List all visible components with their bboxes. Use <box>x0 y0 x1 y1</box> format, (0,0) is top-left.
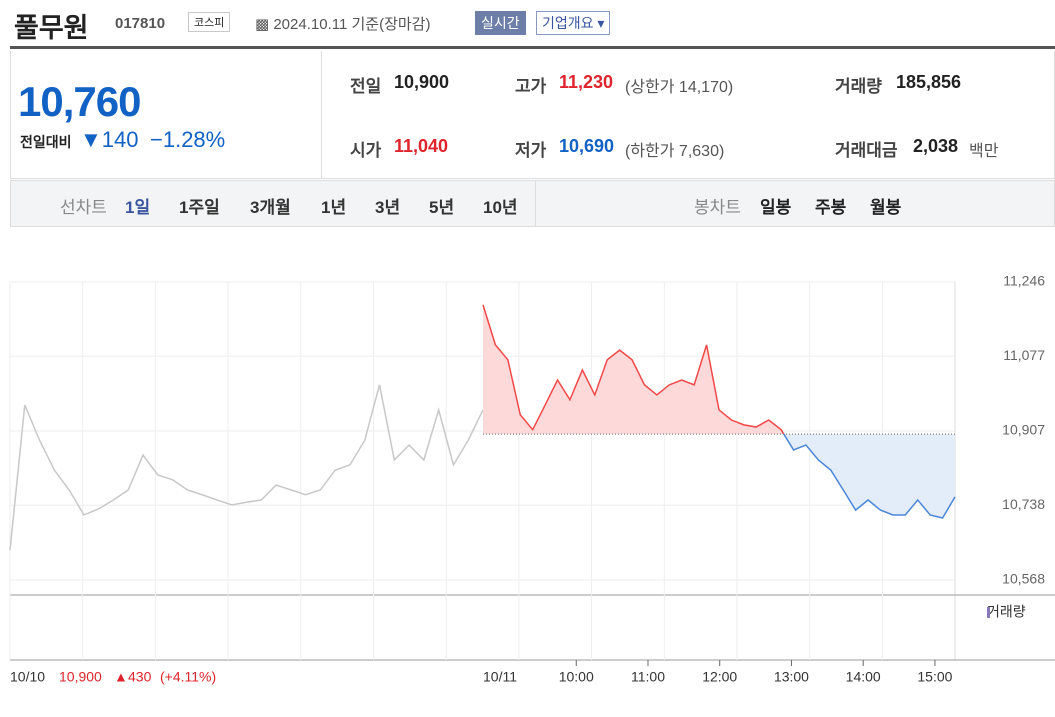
x-tick-label: 11:00 <box>631 669 665 685</box>
item-label: 저가 <box>515 141 547 160</box>
x-tick-label: 13:00 <box>774 669 809 685</box>
price-line <box>482 304 956 519</box>
price: 10,760 <box>18 78 141 125</box>
tab[interactable]: 1일 <box>125 198 151 217</box>
y-tick-label: 11,077 <box>1003 347 1045 363</box>
overview-text: 기업개요 <box>542 15 594 31</box>
change-value: 140 <box>101 127 139 152</box>
overview-button[interactable]: 기업개요 ▾ <box>536 11 611 35</box>
y-tick-label: 10,568 <box>1002 571 1045 587</box>
item-label: 전일 <box>350 77 382 96</box>
item-value: 185,856 <box>896 72 962 92</box>
tab[interactable]: 1주일 <box>179 198 220 217</box>
item-label: 시가 <box>350 141 382 160</box>
tab[interactable]: 10년 <box>483 198 518 217</box>
volume-legend: 거래량 <box>987 604 1026 620</box>
prev-arrow: ▲ <box>114 669 128 685</box>
date: ▩ 2024.10.11 기준(장마감) <box>255 16 431 33</box>
frame <box>9 281 956 661</box>
market: 코스피 <box>188 12 231 32</box>
tab-group-label: 선차트 <box>60 198 107 217</box>
tab-bar <box>10 180 1055 227</box>
y-tick-label: 10,738 <box>1002 496 1045 512</box>
area <box>483 304 955 519</box>
x-tick-label: 15:00 <box>917 669 952 685</box>
item-value: 2,038 <box>913 136 959 156</box>
tab[interactable]: 월봉 <box>870 198 902 217</box>
stock-code: 017810 <box>115 15 166 32</box>
tab[interactable]: 1년 <box>321 198 347 217</box>
prev-change: 430 <box>128 669 152 685</box>
y-tick-label: 11,246 <box>1003 273 1045 289</box>
x-tick-label: 12:00 <box>702 669 737 685</box>
item-value: 11,230 <box>559 72 614 92</box>
item-label: 거래대금 <box>835 141 898 160</box>
change-pct: −1.28% <box>150 127 226 152</box>
realtime-button[interactable]: 실시간 <box>475 11 526 35</box>
change: ▼140 <box>80 127 139 152</box>
prev-close: 10,900 <box>59 669 102 685</box>
y-tick-label: 10,907 <box>1002 422 1045 438</box>
tab-sep <box>535 181 536 226</box>
item-note: 백만 <box>969 143 999 160</box>
today-label: 10/11 <box>483 669 517 685</box>
divider <box>10 46 1055 49</box>
date-text: 2024.10.11 기준(장마감) <box>273 16 431 33</box>
item-value: 11,040 <box>394 136 449 156</box>
price-line <box>9 384 484 551</box>
prev-pct: (+4.11%) <box>160 669 216 685</box>
item-label: 고가 <box>515 77 547 96</box>
item-note: (하한가 7,630) <box>625 143 725 160</box>
item-note: (상한가 14,170) <box>625 79 734 96</box>
prev-day-label: 10/10 <box>10 669 45 685</box>
stock-name: 풀무원 <box>14 13 89 43</box>
tab[interactable]: 주봉 <box>815 198 847 217</box>
summary-sep <box>321 51 322 179</box>
item-label: 거래량 <box>835 77 882 96</box>
x-tick-label: 10:00 <box>559 669 594 685</box>
tab[interactable]: 3년 <box>375 198 401 217</box>
change-label: 전일대비 <box>20 134 72 150</box>
tab[interactable]: 일봉 <box>760 198 792 217</box>
item-value: 10,690 <box>559 136 615 156</box>
x-tick-label: 14:00 <box>846 669 881 685</box>
tab[interactable]: 3개월 <box>250 198 291 217</box>
tab-group-label: 봉차트 <box>694 198 741 217</box>
item-value: 10,900 <box>394 72 450 92</box>
volume-legend-swatch <box>987 607 990 618</box>
tab[interactable]: 5년 <box>429 198 455 217</box>
